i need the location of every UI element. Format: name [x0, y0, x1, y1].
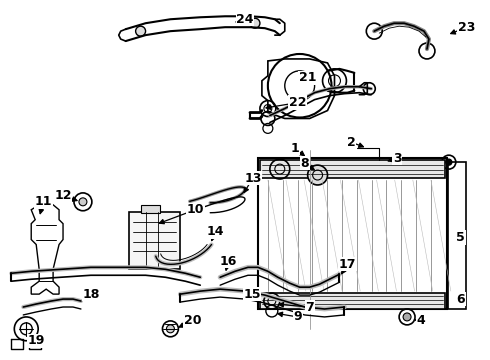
Circle shape: [308, 165, 327, 185]
Text: 13: 13: [245, 171, 262, 185]
Text: 2: 2: [347, 136, 356, 149]
Text: 10: 10: [187, 203, 204, 216]
Text: 11: 11: [34, 195, 52, 208]
Text: 14: 14: [206, 225, 224, 238]
Text: 8: 8: [300, 157, 309, 170]
Bar: [258, 158, 447, 309]
Text: 16: 16: [220, 255, 237, 268]
Text: 1: 1: [291, 142, 299, 155]
Bar: [129, 212, 180, 269]
Text: 4: 4: [416, 314, 425, 327]
Bar: [141, 205, 161, 213]
Bar: [448, 162, 466, 309]
Circle shape: [79, 198, 87, 206]
Text: 23: 23: [458, 21, 475, 34]
Text: 15: 15: [243, 288, 261, 301]
Text: 20: 20: [184, 314, 201, 327]
Text: 24: 24: [236, 13, 254, 26]
Bar: [260, 160, 445, 178]
Circle shape: [250, 18, 260, 28]
Text: 18: 18: [82, 288, 99, 301]
Text: 7: 7: [305, 301, 314, 314]
Text: 17: 17: [339, 258, 356, 271]
Circle shape: [167, 325, 174, 333]
Text: 6: 6: [457, 293, 465, 306]
Circle shape: [446, 159, 452, 165]
Text: 12: 12: [54, 189, 72, 202]
Text: 21: 21: [299, 71, 317, 84]
Circle shape: [403, 313, 411, 321]
Text: 3: 3: [393, 152, 401, 165]
Bar: [260, 293, 445, 309]
Text: 22: 22: [289, 96, 306, 109]
Circle shape: [136, 26, 146, 36]
Text: 19: 19: [27, 334, 45, 347]
Text: 5: 5: [456, 231, 465, 244]
Text: 9: 9: [294, 310, 302, 323]
